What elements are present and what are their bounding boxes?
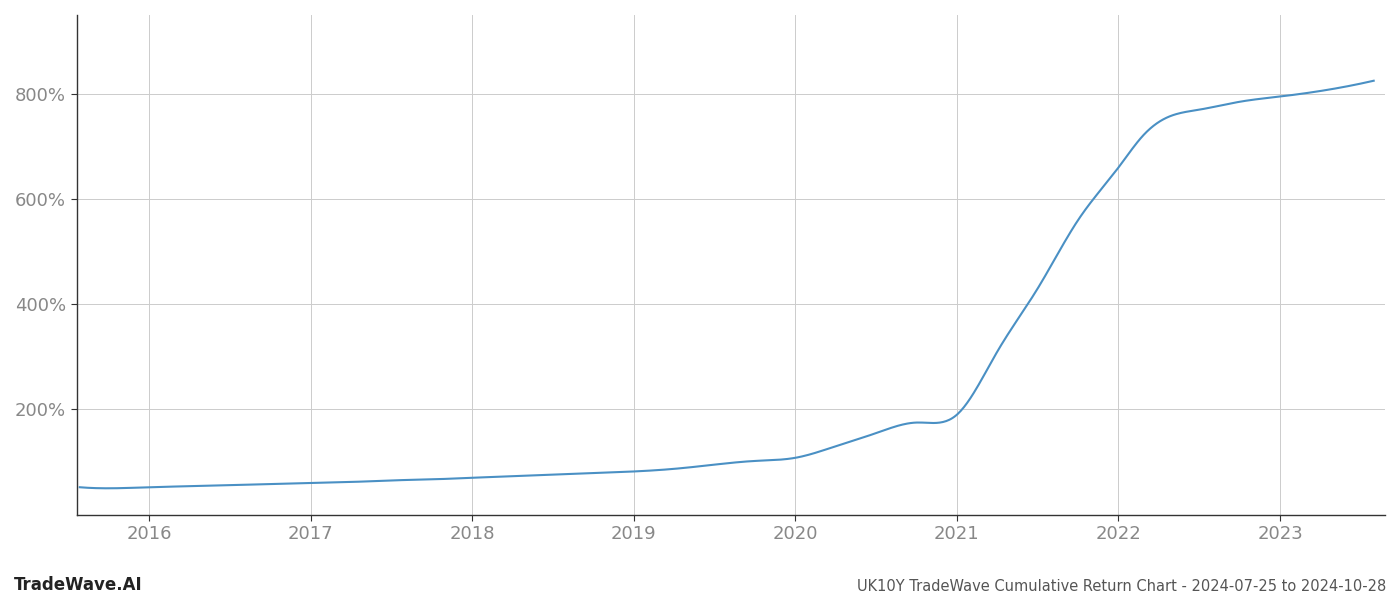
Text: TradeWave.AI: TradeWave.AI bbox=[14, 576, 143, 594]
Text: UK10Y TradeWave Cumulative Return Chart - 2024-07-25 to 2024-10-28: UK10Y TradeWave Cumulative Return Chart … bbox=[857, 579, 1386, 594]
